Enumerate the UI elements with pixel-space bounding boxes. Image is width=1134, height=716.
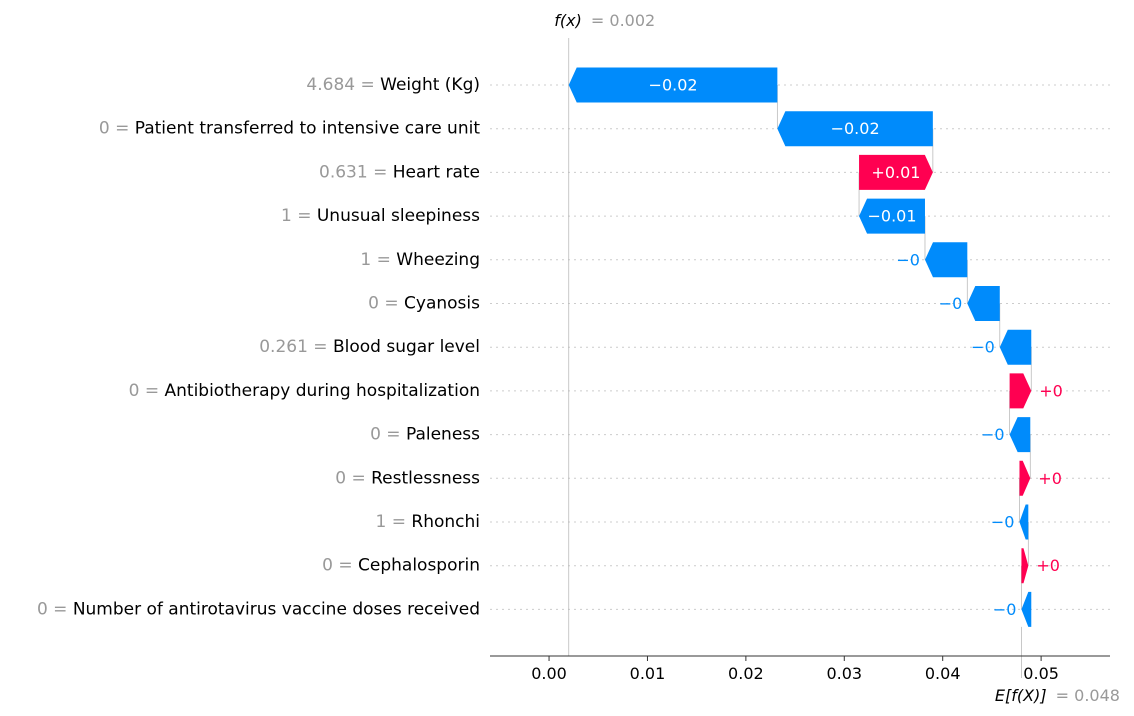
feature-label: 0 = Paleness [370, 425, 480, 445]
negative-contribution-bar [1021, 591, 1032, 627]
positive-contribution-bar [1009, 373, 1032, 409]
feature-label: 0.261 = Blood sugar level [259, 337, 480, 357]
contribution-label: +0 [1039, 381, 1063, 400]
feature-label: 0 = Cephalosporin [322, 556, 480, 576]
feature-label: 0 = Patient transferred to intensive car… [99, 119, 480, 139]
contribution-label: +0 [1038, 469, 1062, 488]
feature-value: 0 = [370, 425, 406, 445]
feature-value: 1 = [376, 512, 412, 532]
output-value-label: f(x) = 0.002 [554, 11, 655, 30]
ex-value: = 0.048 [1056, 686, 1120, 705]
positive-contribution-bar [1019, 460, 1031, 496]
x-tick-label: 0.02 [728, 664, 764, 683]
contribution-label: −0 [896, 250, 920, 269]
contribution-label: −0.01 [868, 207, 917, 226]
negative-contribution-bar [777, 111, 933, 147]
ex-symbol: E[f(X)] [995, 686, 1047, 705]
negative-contribution-bar [924, 242, 968, 278]
fx-value: = 0.002 [591, 11, 655, 30]
contribution-label: +0.01 [871, 163, 920, 182]
x-tick-label: 0.03 [826, 664, 862, 683]
feature-label: 1 = Wheezing [360, 250, 480, 270]
feature-name: Number of antirotavirus vaccine doses re… [73, 599, 480, 619]
contribution-label: −0.02 [831, 119, 880, 138]
contribution-label: −0 [993, 600, 1017, 619]
feature-value: 0.261 = [259, 337, 333, 357]
output-value-annotation: f(x) = 0.002 [554, 11, 655, 30]
feature-name: Wheezing [396, 250, 480, 270]
feature-name: Patient transferred to intensive care un… [135, 119, 481, 139]
feature-label: 0 = Number of antirotavirus vaccine dose… [37, 599, 480, 619]
contribution-label: −0 [991, 513, 1015, 532]
feature-label: 0 = Cyanosis [368, 294, 480, 314]
x-tick-label: 0.00 [531, 664, 567, 683]
feature-value: 0 = [335, 468, 371, 488]
contribution-label: +0 [1036, 556, 1060, 575]
feature-name: Cyanosis [404, 294, 480, 314]
feature-value: 0 = [322, 556, 358, 576]
feature-value: 0 = [368, 294, 404, 314]
feature-value: 0 = [99, 119, 135, 139]
contribution-label: −0 [981, 425, 1005, 444]
contribution-label: −0 [939, 294, 963, 313]
negative-contribution-bar [568, 67, 778, 103]
negative-contribution-bar [999, 329, 1032, 365]
x-axis: 0.00 0.01 0.02 0.03 0.04 0.05 [490, 655, 1110, 683]
positive-contribution-bar [859, 154, 933, 190]
feature-value: 1 = [360, 250, 396, 270]
negative-contribution-bar [967, 286, 1000, 321]
negative-contribution-bar [859, 198, 925, 234]
feature-value: 0.631 = [319, 162, 393, 182]
base-value-label: E[f(X)] = 0.048 [995, 686, 1120, 705]
feature-label: 0 = Restlessness [335, 468, 480, 488]
feature-value: 0 = [37, 599, 73, 619]
x-tick-label: 0.05 [1023, 664, 1059, 683]
contribution-label: −0.02 [649, 76, 698, 95]
feature-name: Weight (Kg) [380, 75, 480, 95]
feature-value: 0 = [129, 381, 165, 401]
feature-label: 4.684 = Weight (Kg) [306, 75, 480, 95]
contribution-label: −0 [971, 338, 995, 357]
feature-name: Antibiotherapy during hospitalization [165, 381, 481, 401]
positive-contribution-bar [1021, 548, 1029, 584]
feature-name: Restlessness [371, 468, 480, 488]
feature-name: Heart rate [393, 162, 480, 182]
feature-name: Cephalosporin [358, 556, 480, 576]
feature-label: 0.631 = Heart rate [319, 162, 480, 182]
feature-label: 0 = Antibiotherapy during hospitalizatio… [129, 381, 480, 401]
feature-label: 1 = Rhonchi [376, 512, 480, 532]
x-tick-label: 0.04 [925, 664, 961, 683]
x-tick-label: 0.01 [630, 664, 666, 683]
fx-symbol: f(x) [554, 11, 582, 30]
negative-contribution-bar [1019, 504, 1029, 540]
negative-contribution-bar [1009, 417, 1031, 453]
feature-label: 1 = Unusual sleepiness [281, 206, 480, 226]
feature-value: 4.684 = [306, 75, 380, 95]
feature-name: Rhonchi [411, 512, 480, 532]
feature-name: Paleness [406, 425, 480, 445]
feature-name: Unusual sleepiness [317, 206, 480, 226]
feature-labels: 4.684 = Weight (Kg) 0 = Patient transferr… [37, 75, 480, 619]
contribution-bars: −0.02 −0.02 +0.01 −0.01 −0 −0 −0 +0 −0 +0 −0 +0 −0 [568, 67, 1063, 627]
base-value-annotation: E[f(X)] = 0.048 [995, 686, 1120, 705]
feature-value: 1 = [281, 206, 317, 226]
feature-name: Blood sugar level [333, 337, 480, 357]
